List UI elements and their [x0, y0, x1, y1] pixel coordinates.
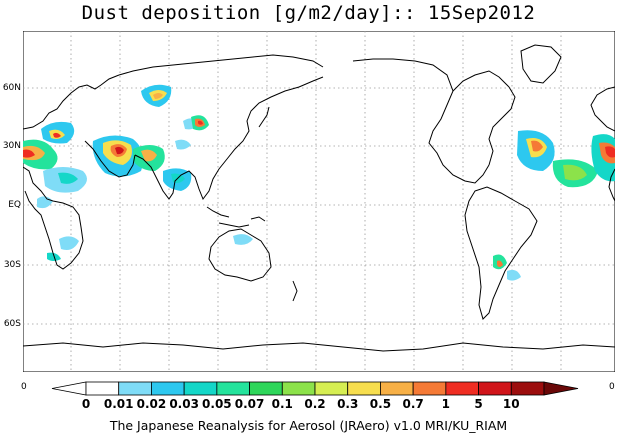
colorbar-swatch [412, 381, 447, 396]
lat-label-30n: 30N [2, 141, 21, 151]
colorbar-swatch [445, 381, 479, 396]
colorbar-swatch [281, 381, 316, 396]
colorbar-swatch [478, 381, 512, 396]
colorbar-tick-label: 0.7 [402, 397, 424, 411]
edge-label-left: 0 [21, 382, 27, 392]
colorbar-tick-label: 10 [502, 397, 520, 411]
colorbar-tick-label: 0.3 [337, 397, 359, 411]
colorbar-tick-label: 0.01 [103, 397, 134, 411]
colorbar-swatch [183, 381, 218, 396]
colorbar-tick-label: 1 [441, 397, 451, 411]
lat-label-60n: 60N [2, 83, 21, 93]
colorbar-swatch [380, 381, 414, 396]
colorbar-tick-label: 5 [474, 397, 483, 411]
colorbar-swatch [314, 381, 349, 396]
colorbar-min-arrow [51, 381, 87, 396]
colorbar-tick-label: 0.1 [271, 397, 293, 411]
colorbar-swatch [510, 381, 545, 396]
graticule [23, 31, 615, 372]
edge-label-right: 0 [609, 382, 615, 392]
colorbar-swatch [151, 381, 185, 396]
colorbar-swatch [347, 381, 381, 396]
colorbar-swatch [249, 381, 283, 396]
colorbar-swatch [118, 381, 152, 396]
colorbar-tick-label: 0.5 [369, 397, 392, 411]
dust-deposition-map [23, 31, 615, 372]
map-title: Dust deposition [g/m2/day]:: 15Sep2012 [81, 2, 536, 24]
colorbar-tick-label: 0 [81, 397, 91, 411]
dust-fields [23, 84, 615, 281]
colorbar-tick-label: 0.2 [304, 397, 326, 411]
colorbar-max-arrow [543, 381, 579, 396]
lat-label-eq: EQ [8, 200, 21, 210]
colorbar-tick-label: 0.02 [136, 397, 167, 411]
footer-credit: The Japanese Reanalysis for Aerosol (JRA… [109, 418, 508, 433]
colorbar-swatch [216, 381, 250, 396]
map-panel [23, 31, 615, 372]
lat-label-30s: 30S [3, 260, 21, 270]
coastlines [23, 44, 615, 352]
colorbar-tick-label: 0.05 [202, 397, 232, 411]
colorbar-tick-label: 0.07 [234, 397, 265, 411]
colorbar-tick-label: 0.03 [169, 397, 199, 411]
colorbar-swatch [85, 381, 120, 396]
map-frame [23, 31, 615, 372]
lat-label-60s: 60S [3, 319, 21, 329]
